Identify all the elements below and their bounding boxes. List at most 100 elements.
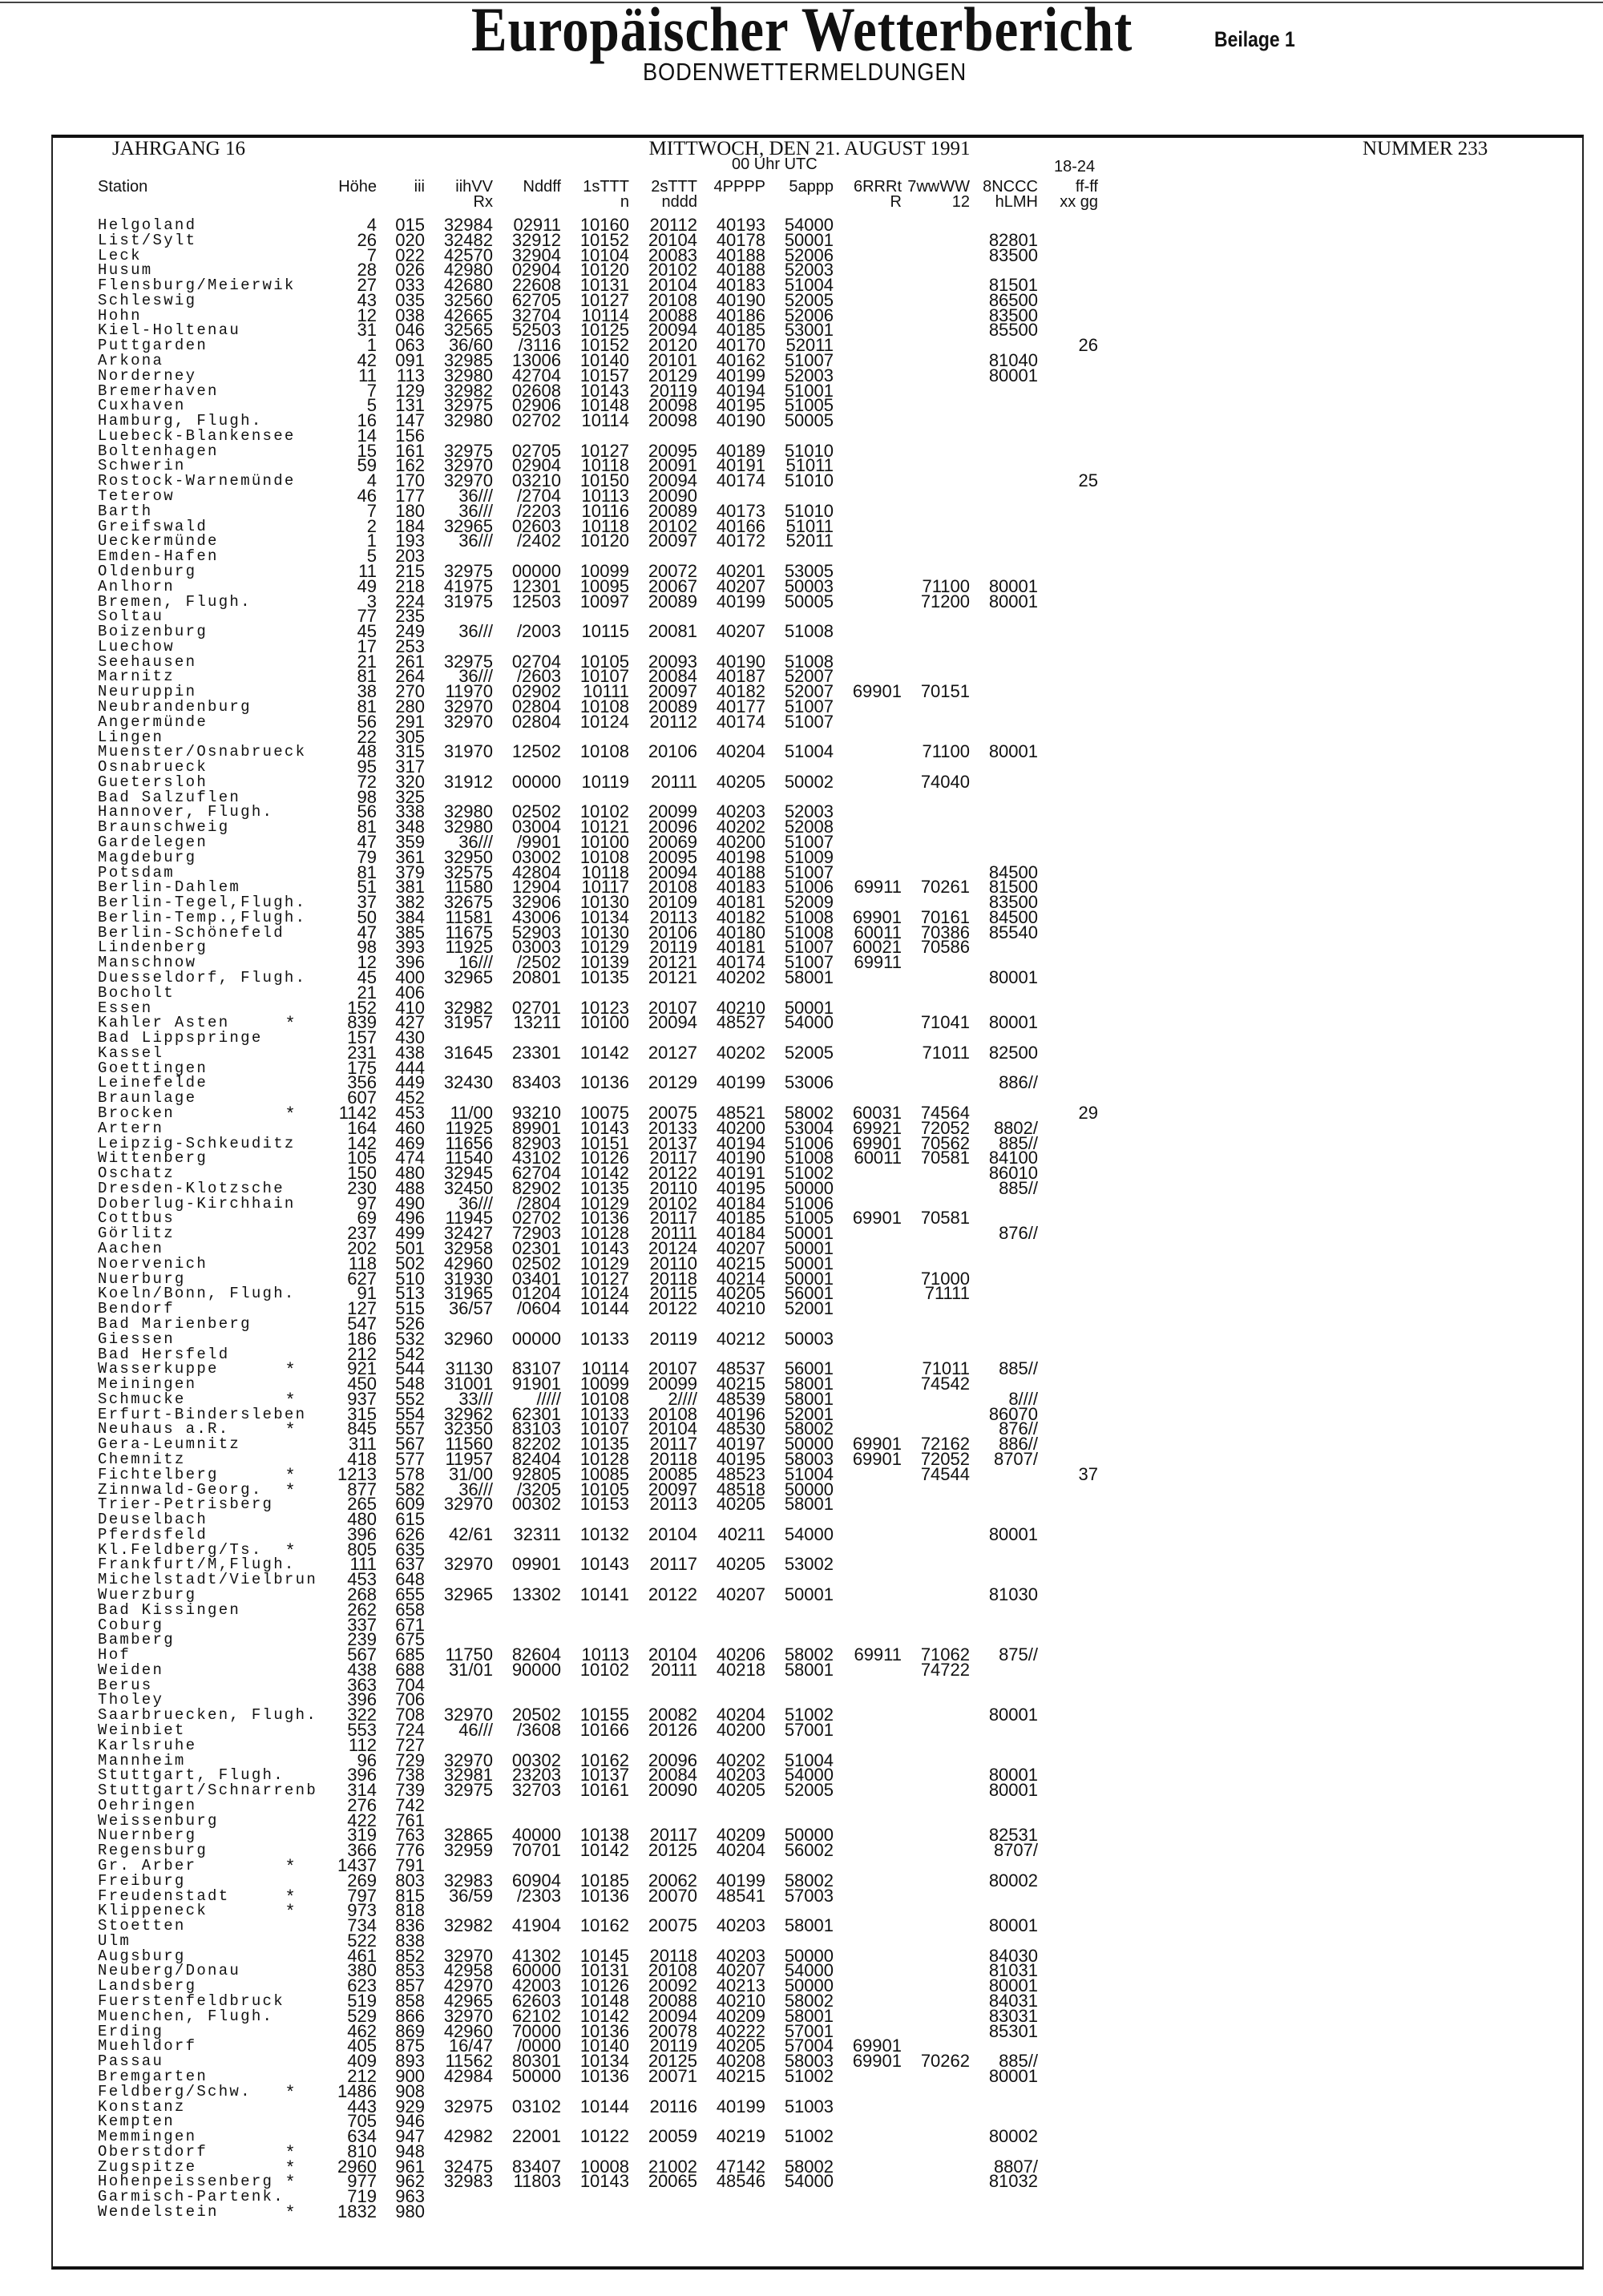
cell-iihvv: 32982 bbox=[443, 380, 493, 401]
cell-marker bbox=[282, 866, 298, 881]
cell-hoehe: 72 bbox=[357, 771, 377, 792]
cell-5appp: 50000 bbox=[784, 1434, 834, 1455]
cell-nddff: 03004 bbox=[511, 817, 561, 837]
cell-ffgg bbox=[1038, 1843, 1098, 1858]
cell-5appp: 51007 bbox=[784, 952, 834, 973]
cell-station: Anlhorn bbox=[98, 577, 175, 595]
cell-nddff: /2704 bbox=[516, 486, 561, 506]
cell-5appp: 53005 bbox=[784, 560, 834, 581]
cell-hoehe: 519 bbox=[347, 1991, 377, 2012]
cell-2sttt: 20070 bbox=[648, 1885, 697, 1906]
cell-marker bbox=[282, 1663, 298, 1678]
cell-6rrrt bbox=[834, 1272, 902, 1287]
cell-iii: 582 bbox=[395, 1479, 425, 1499]
cell-8nccc: 81040 bbox=[988, 350, 1038, 371]
cell-8nccc: 885// bbox=[999, 1358, 1038, 1379]
cell-hoehe: 43 bbox=[357, 289, 377, 310]
cell-ffgg bbox=[1038, 2054, 1098, 2069]
table-row: Angermünde 56 291 32970 02804 10124 20112 40174… bbox=[98, 712, 1098, 730]
cell-ffgg bbox=[1038, 895, 1098, 910]
cell-iihvv: 32945 bbox=[443, 1163, 493, 1184]
cell-6rrrt bbox=[834, 1467, 902, 1483]
cell-station: Ueckermünde bbox=[98, 532, 219, 551]
cell-iihvv: 31/00 bbox=[448, 1463, 493, 1484]
cell-6rrrt bbox=[834, 1061, 902, 1076]
cell-8nccc bbox=[970, 2084, 1038, 2100]
cell-nddff: 22001 bbox=[511, 2126, 561, 2147]
cell-7wwww bbox=[902, 1768, 970, 1783]
cell-marker bbox=[282, 1061, 298, 1076]
cell-7wwww bbox=[902, 2069, 970, 2084]
cell-hoehe: 634 bbox=[347, 2126, 377, 2147]
cell-station: Guetersloh bbox=[98, 773, 208, 791]
cell-5appp: 52006 bbox=[784, 244, 834, 265]
cell-iihvv: 36/// bbox=[458, 831, 493, 852]
cell-2sttt: 20094 bbox=[648, 470, 697, 491]
cell-6rrrt bbox=[834, 1828, 902, 1843]
cell-2sttt: 20088 bbox=[648, 305, 697, 325]
cell-6rrrt bbox=[834, 1814, 902, 1829]
cell-6rrrt bbox=[834, 970, 902, 986]
cell-marker bbox=[282, 1753, 298, 1769]
cell-8nccc bbox=[970, 1738, 1038, 1753]
cell-station: Schmucke bbox=[98, 1390, 186, 1408]
cell-ffgg bbox=[1038, 398, 1098, 414]
cell-iii: 567 bbox=[395, 1434, 425, 1455]
table-row: Goettingen 175 444 bbox=[98, 1059, 1098, 1076]
cell-8nccc bbox=[970, 655, 1038, 670]
cell-station: Aachen bbox=[98, 1240, 164, 1258]
table-row: Regensburg 366 776 32959 70701 10142 20125 4020… bbox=[98, 1840, 1098, 1861]
cell-8nccc bbox=[970, 805, 1038, 820]
cell-station: Erding bbox=[98, 2022, 164, 2040]
cell-iii: 815 bbox=[395, 1885, 425, 1906]
cell-ffgg bbox=[1038, 1136, 1098, 1152]
cell-1sttt: 10128 bbox=[579, 1448, 629, 1469]
cell-hoehe: 607 bbox=[347, 1087, 377, 1108]
cell-hoehe: 418 bbox=[347, 1448, 377, 1469]
cell-4pppp: 40190 bbox=[716, 410, 765, 431]
cell-iii: 858 bbox=[395, 1991, 425, 2012]
cell-7wwww bbox=[902, 970, 970, 986]
cell-7wwww: 71200 bbox=[920, 591, 970, 611]
cell-6rrrt bbox=[834, 1618, 902, 1633]
cell-marker bbox=[282, 1136, 298, 1152]
cell-2sttt: 20098 bbox=[648, 395, 697, 416]
cell-6rrrt bbox=[834, 744, 902, 760]
cell-1sttt: 10129 bbox=[579, 1192, 629, 1213]
cell-2sttt: 20071 bbox=[648, 2065, 697, 2086]
cell-station: Husum bbox=[98, 261, 153, 280]
cell-ffgg bbox=[1038, 835, 1098, 850]
cell-hoehe: 97 bbox=[357, 1192, 377, 1213]
cell-7wwww bbox=[902, 293, 970, 309]
cell-7wwww: 71041 bbox=[920, 1012, 970, 1033]
cell-ffgg bbox=[1038, 1919, 1098, 1934]
cell-ffgg bbox=[1038, 595, 1098, 610]
cell-iihvv: 31975 bbox=[443, 591, 493, 611]
cell-8nccc: 8707/ bbox=[993, 1840, 1038, 1861]
cell-5appp: 50003 bbox=[784, 1328, 834, 1349]
cell-ffgg bbox=[1038, 564, 1098, 579]
cell-1sttt: 10097 bbox=[579, 591, 629, 611]
cell-hoehe: 45 bbox=[357, 967, 377, 987]
cell-7wwww bbox=[902, 233, 970, 248]
cell-hoehe: 1486 bbox=[337, 2080, 377, 2101]
cell-ffgg bbox=[1038, 1196, 1098, 1212]
cell-iii: 235 bbox=[395, 606, 425, 627]
cell-marker: * bbox=[286, 2156, 294, 2177]
cell-ffgg bbox=[1038, 2129, 1098, 2145]
cell-4pppp: 48521 bbox=[716, 1103, 765, 1124]
cell-iii: 513 bbox=[395, 1283, 425, 1304]
cell-marker bbox=[282, 489, 298, 504]
cell-hoehe: 59 bbox=[357, 455, 377, 476]
cell-ffgg: 25 bbox=[1078, 470, 1098, 491]
cell-1sttt: 10100 bbox=[579, 831, 629, 852]
cell-1sttt: 10113 bbox=[581, 1644, 629, 1665]
cell-1sttt: 10148 bbox=[579, 1991, 629, 2012]
cell-8nccc bbox=[970, 2100, 1038, 2115]
cell-4pppp: 40181 bbox=[716, 892, 765, 913]
cell-7wwww bbox=[902, 1903, 970, 1919]
cell-6rrrt bbox=[834, 2069, 902, 2084]
table-row: Soltau 77 235 bbox=[98, 606, 1098, 627]
cell-6rrrt bbox=[834, 595, 902, 610]
table-row: Bad Hersfeld 212 542 bbox=[98, 1345, 1098, 1362]
